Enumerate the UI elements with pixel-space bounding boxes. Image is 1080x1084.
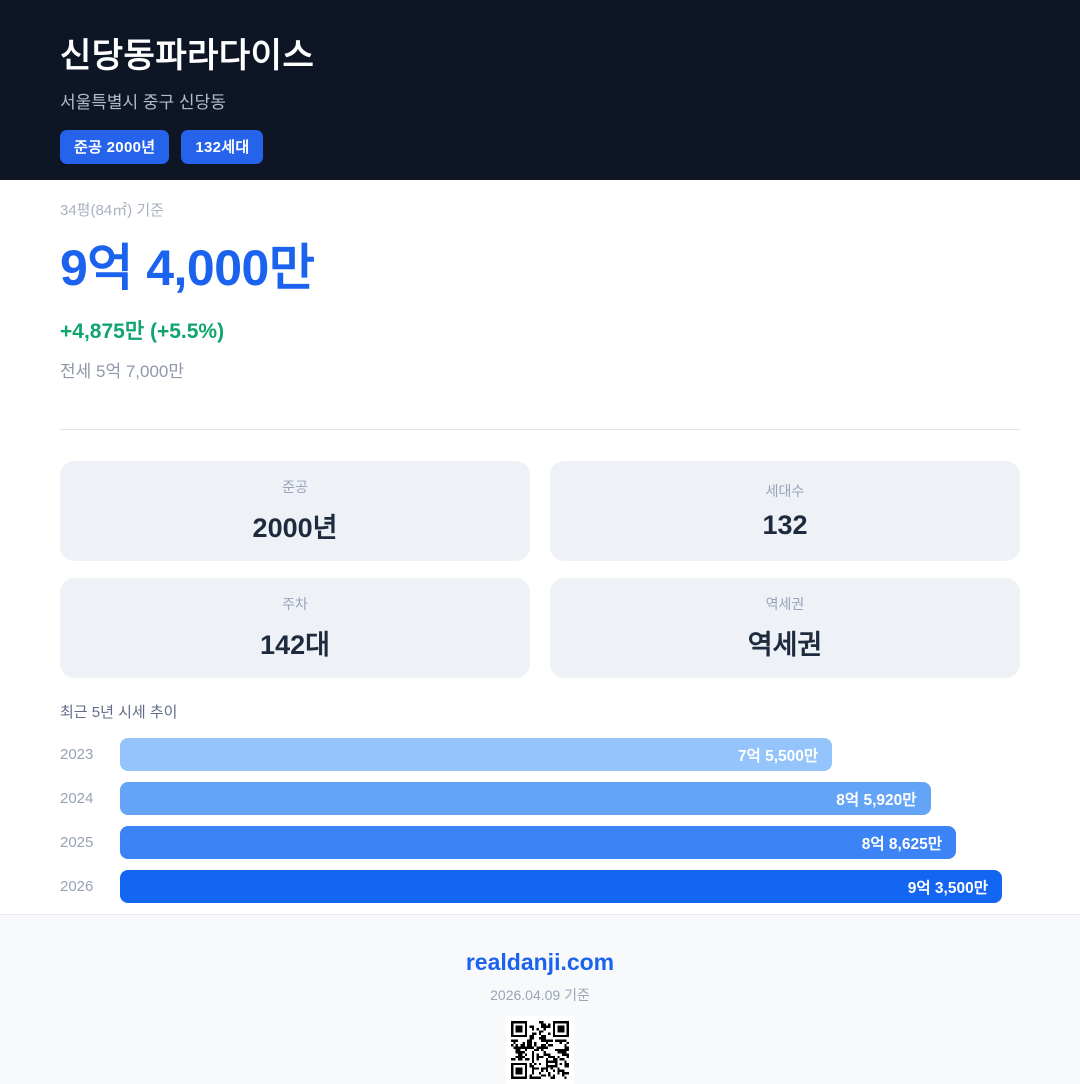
stat-value: 142대 bbox=[260, 630, 330, 660]
chart-bar-value-label: 8억 8,625만 bbox=[861, 835, 942, 853]
chart-year-label: 2023 bbox=[60, 746, 94, 763]
current-price: 9억 4,000만 bbox=[60, 240, 315, 296]
stat-card-3: 주차 142대 bbox=[60, 578, 530, 678]
chart-title: 최근 5년 시세 추이 bbox=[60, 704, 178, 721]
stat-label: 준공 bbox=[282, 479, 308, 495]
price-trend-chart: 최근 5년 시세 추이 2023 7억 5,500만 2024 8억 5,920만 20… bbox=[60, 701, 1020, 903]
price-section: 34평(84㎡) 기준 9억 4,000만 +4,875만 (+5.5%) 전세… bbox=[60, 199, 1020, 382]
site-link[interactable]: realdanji.com bbox=[465, 949, 615, 975]
chart-rows: 2023 7억 5,500만 2024 8억 5,920만 2025 8억 8,625만 2… bbox=[60, 738, 1020, 903]
header: 신당동파라다이스 서울특별시 중구 신당동 준공 2000년 132세대 bbox=[0, 0, 1080, 180]
complex-title: 신당동파라다이스 bbox=[60, 37, 315, 75]
stats-grid: 준공 2000년 세대수 132 주차 142대 역세권 역세권 bbox=[60, 461, 1020, 678]
chart-bar-track: 8억 8,625만 bbox=[120, 826, 1020, 859]
stat-value: 역세권 bbox=[747, 630, 823, 660]
stat-label: 역세권 bbox=[765, 596, 805, 612]
chart-bar: 9억 3,500만 bbox=[120, 870, 1002, 903]
chart-year-label: 2025 bbox=[60, 834, 94, 851]
stat-card-4: 역세권 역세권 bbox=[550, 578, 1020, 678]
footer: realdanji.com 2026.04.09 기준 bbox=[0, 914, 1080, 1084]
data-date: 2026.04.09 기준 bbox=[490, 987, 590, 1003]
jeonse-price: 전세 5억 7,000만 bbox=[60, 362, 185, 381]
stat-label: 주차 bbox=[282, 596, 308, 612]
header-badge: 132세대 bbox=[181, 129, 264, 164]
chart-year-label: 2024 bbox=[60, 790, 94, 807]
stat-value: 2000년 bbox=[252, 513, 338, 543]
chart-bar-value-label: 7억 5,500만 bbox=[737, 747, 819, 765]
price-basis-label: 34평(84㎡) 기준 bbox=[60, 202, 164, 219]
chart-bar: 8억 8,625만 bbox=[120, 826, 956, 859]
chart-bar-value-label: 8억 5,920만 bbox=[836, 791, 917, 809]
chart-bar-value-label: 9억 3,500만 bbox=[907, 879, 988, 897]
chart-bar: 7억 5,500만 bbox=[120, 738, 833, 771]
chart-row: 2026 9억 3,500만 bbox=[60, 870, 1020, 903]
stat-card-1: 준공 2000년 bbox=[60, 461, 530, 561]
complex-address: 서울특별시 중구 신당동 bbox=[60, 92, 226, 112]
chart-bar-track: 9억 3,500만 bbox=[120, 870, 1020, 903]
header-badge: 준공 2000년 bbox=[60, 129, 170, 164]
chart-bar-track: 8억 5,920만 bbox=[120, 782, 1020, 815]
stat-label: 세대수 bbox=[765, 483, 805, 499]
chart-row: 2024 8억 5,920만 bbox=[60, 782, 1020, 815]
section-divider bbox=[60, 429, 1020, 430]
chart-bar-track: 7억 5,500만 bbox=[120, 738, 1020, 771]
chart-row: 2025 8억 8,625만 bbox=[60, 826, 1020, 859]
chart-row: 2023 7억 5,500만 bbox=[60, 738, 1020, 771]
qr-code bbox=[506, 1016, 574, 1084]
chart-bar: 8억 5,920만 bbox=[120, 782, 931, 815]
badge-row: 준공 2000년 132세대 bbox=[60, 129, 1020, 164]
stat-value: 132 bbox=[762, 510, 808, 540]
main-content: 34평(84㎡) 기준 9억 4,000만 +4,875만 (+5.5%) 전세… bbox=[0, 180, 1080, 914]
price-change: +4,875만 (+5.5%) bbox=[60, 320, 225, 343]
chart-year-label: 2026 bbox=[60, 878, 94, 895]
stat-card-2: 세대수 132 bbox=[550, 461, 1020, 561]
